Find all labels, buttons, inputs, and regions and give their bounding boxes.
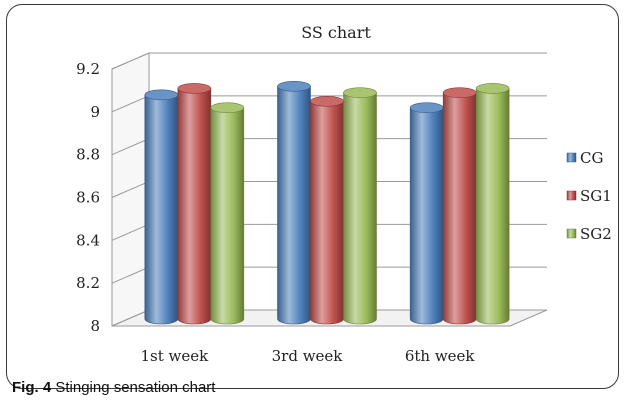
bar-sg1-1 <box>310 95 344 325</box>
legend-label-cg: CG <box>580 149 603 167</box>
bars <box>144 80 510 325</box>
y-tick-label: 8 <box>90 317 100 335</box>
gridline <box>111 52 547 70</box>
bar-sg2-0 <box>210 102 245 325</box>
legend-label-sg2: SG2 <box>580 225 612 243</box>
bar-sg2-1 <box>343 87 377 325</box>
bar-sg1-2 <box>442 87 477 325</box>
bar-sg2-2 <box>475 83 510 325</box>
y-tick-label: 8.8 <box>76 146 100 164</box>
y-tick-label: 8.4 <box>76 231 100 249</box>
figure-label: Fig. 4 <box>12 379 52 396</box>
legend-swatch-cg <box>566 152 577 163</box>
y-tick-label: 8.2 <box>76 274 100 292</box>
y-tick-label: 9.2 <box>76 60 100 78</box>
ss-chart: 8 8.2 8.4 8.6 8.8 9 9.2 1st week 3rd week 6th we… <box>76 23 612 365</box>
chart-title: SS chart <box>301 23 371 42</box>
x-tick-label: 6th week <box>405 347 476 365</box>
legend-swatch-sg1 <box>566 190 577 201</box>
x-tick-label: 3rd week <box>272 347 344 365</box>
bar-sg1-0 <box>177 83 212 325</box>
y-tick-label: 8.6 <box>76 189 100 207</box>
y-tick-label: 9 <box>90 103 100 121</box>
legend-swatch-sg2 <box>566 228 577 239</box>
y-axis-ticks: 8 8.2 8.4 8.6 8.8 9 9.2 <box>76 60 100 335</box>
bar-cg-1 <box>277 80 311 325</box>
bar-cg-2 <box>409 102 444 325</box>
bar-cg-0 <box>144 89 179 325</box>
figure-caption: Fig. 4 Stinging sensation chart <box>12 379 215 396</box>
legend-label-sg1: SG1 <box>580 187 612 205</box>
x-tick-label: 1st week <box>140 347 209 365</box>
legend: CG SG1 SG2 <box>566 149 612 243</box>
figure-caption-text: Stinging sensation chart <box>55 379 216 396</box>
x-axis-ticks: 1st week 3rd week 6th week <box>140 347 475 365</box>
